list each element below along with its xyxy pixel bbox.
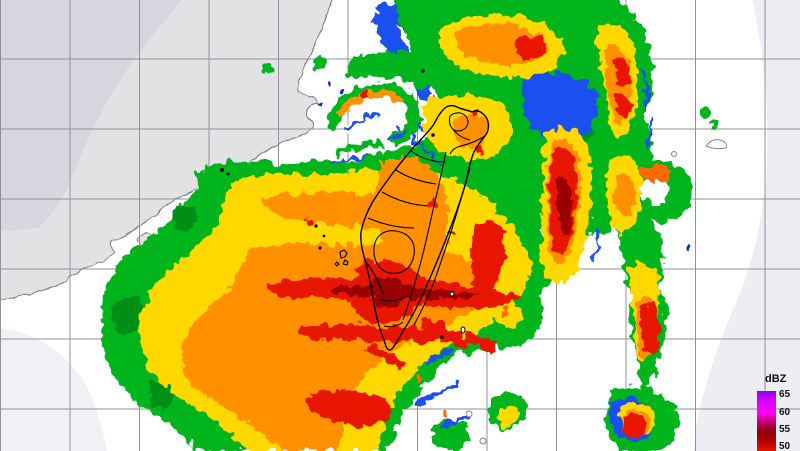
liuqiu-island [465, 410, 473, 418]
yonaguni-island [705, 139, 727, 150]
dbz-color-bar [757, 391, 776, 451]
typhoon-eye-curl [325, 82, 421, 165]
taiwan-coastline [360, 104, 490, 351]
dbz-legend: dBZ 65 60 55 50 [730, 370, 800, 451]
out-of-range-nw [0, 0, 183, 232]
penghu-islands [334, 249, 349, 267]
legend-tick-60: 60 [779, 407, 791, 418]
legend-tick-55: 55 [779, 424, 791, 435]
island-outlines [449, 139, 727, 445]
legend-tick-50: 50 [779, 441, 791, 451]
map-markers [220, 69, 444, 339]
legend-title: dBZ [765, 373, 787, 385]
radar-echoes [100, 0, 718, 451]
legend-tick-65: 65 [779, 389, 791, 400]
taiwan-boundary [220, 69, 490, 351]
green-island [449, 291, 455, 297]
orchid-island [460, 326, 466, 334]
county-boundaries [334, 112, 486, 328]
